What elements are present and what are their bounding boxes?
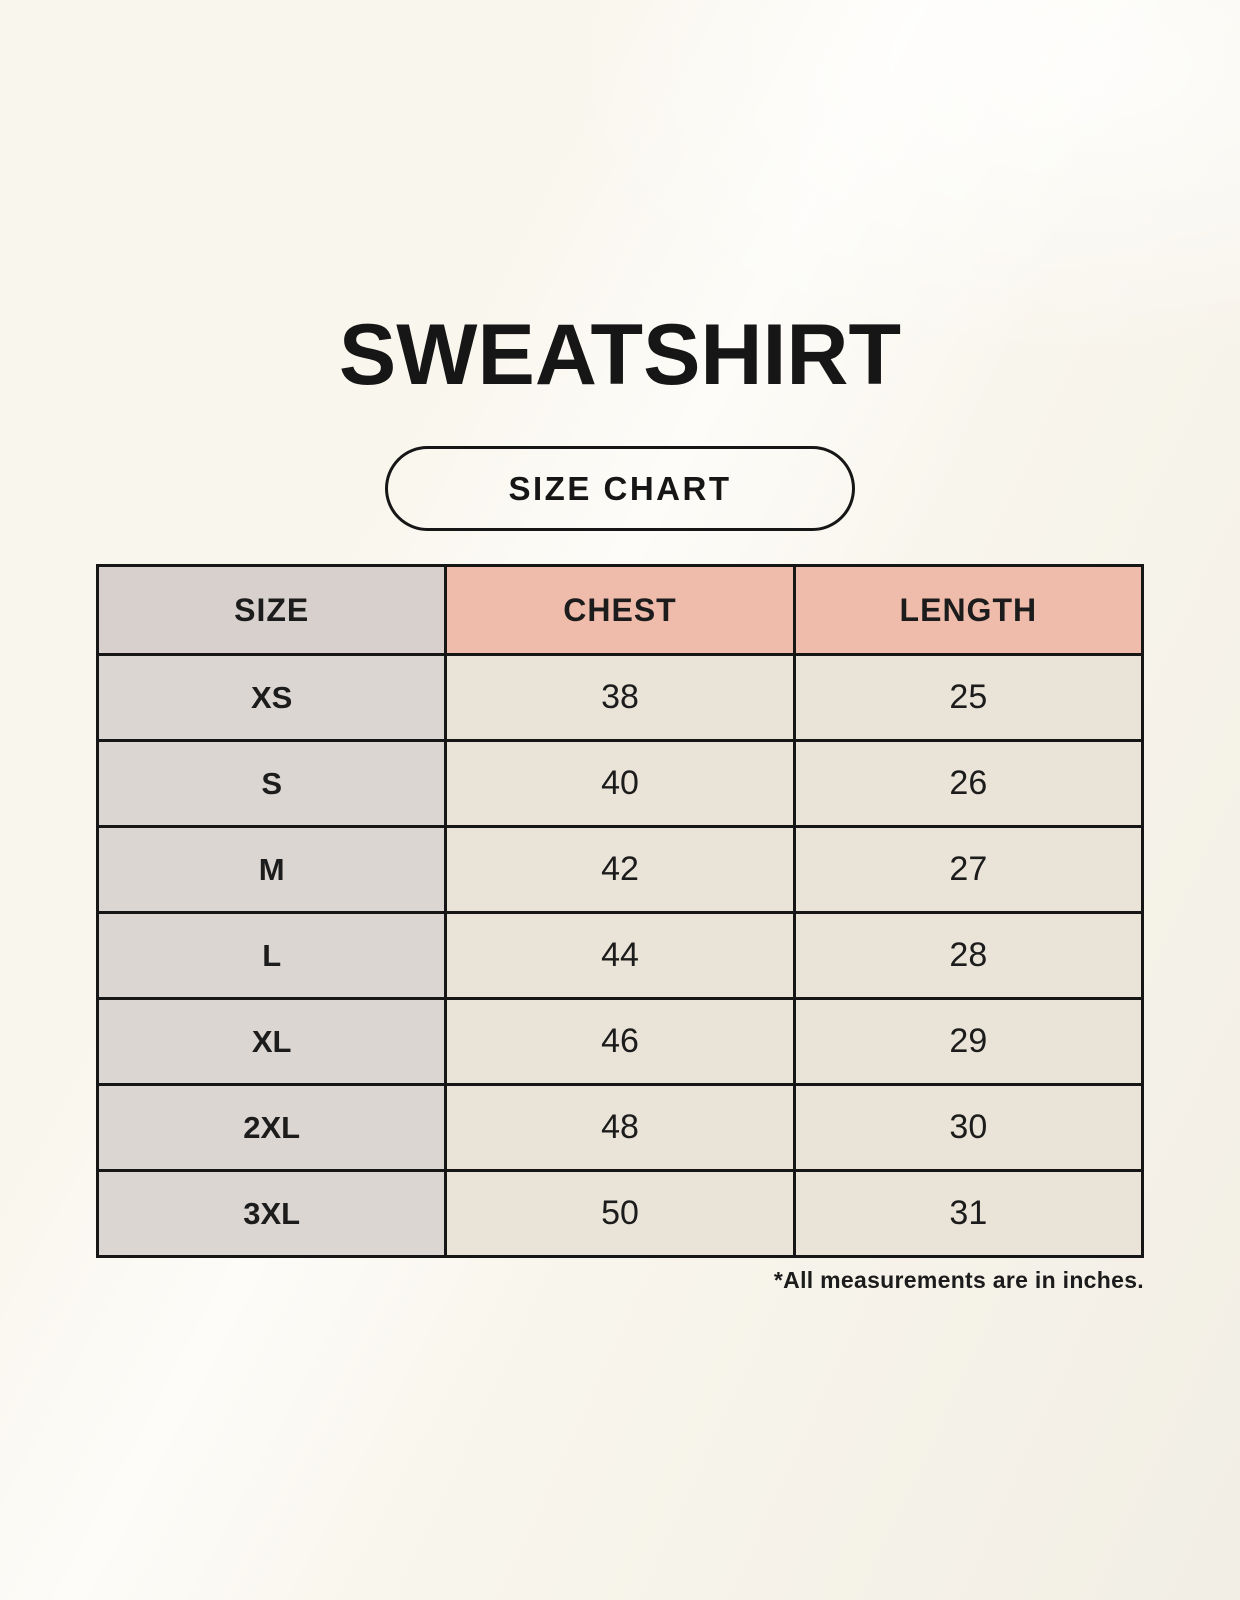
table-row: XS 38 25 bbox=[95, 653, 1145, 742]
size-cell: XS bbox=[95, 653, 448, 742]
size-cell: 2XL bbox=[95, 1083, 448, 1172]
measurements-note: *All measurements are in inches. bbox=[773, 1267, 1144, 1293]
table-row: XL 46 29 bbox=[95, 997, 1145, 1086]
size-chart-badge-label: SIZE CHART bbox=[508, 469, 732, 507]
size-table: SIZE CHEST LENGTH XS 38 25 S 40 26 M 42 … bbox=[95, 564, 1145, 1258]
table-header-row: SIZE CHEST LENGTH bbox=[95, 564, 1145, 656]
chest-value-cell: 46 bbox=[444, 997, 796, 1086]
length-value-cell: 27 bbox=[792, 825, 1145, 914]
chest-value-cell: 48 bbox=[444, 1083, 796, 1172]
column-header-size: SIZE bbox=[95, 564, 448, 656]
chest-value-cell: 50 bbox=[444, 1169, 796, 1258]
chest-value-cell: 40 bbox=[444, 739, 796, 828]
size-chart-badge: SIZE CHART bbox=[385, 446, 855, 531]
chest-value-cell: 42 bbox=[444, 825, 796, 914]
table-row: 2XL 48 30 bbox=[95, 1083, 1145, 1172]
table-row: 3XL 50 31 bbox=[95, 1169, 1145, 1258]
length-value-cell: 30 bbox=[792, 1083, 1145, 1172]
page-title: SWEATSHIRT bbox=[338, 307, 902, 403]
size-cell: L bbox=[95, 911, 448, 1000]
size-cell: S bbox=[95, 739, 448, 828]
table-row: M 42 27 bbox=[95, 825, 1145, 914]
chest-value-cell: 38 bbox=[444, 653, 796, 742]
size-cell: 3XL bbox=[95, 1169, 448, 1258]
chest-value-cell: 44 bbox=[444, 911, 796, 1000]
length-value-cell: 26 bbox=[792, 739, 1145, 828]
length-value-cell: 31 bbox=[792, 1169, 1145, 1258]
table-row: L 44 28 bbox=[95, 911, 1145, 1000]
column-header-length: LENGTH bbox=[792, 564, 1145, 656]
length-value-cell: 25 bbox=[792, 653, 1145, 742]
length-value-cell: 29 bbox=[792, 997, 1145, 1086]
size-cell: XL bbox=[95, 997, 448, 1086]
length-value-cell: 28 bbox=[792, 911, 1145, 1000]
size-cell: M bbox=[95, 825, 448, 914]
column-header-chest: CHEST bbox=[444, 564, 796, 656]
table-row: S 40 26 bbox=[95, 739, 1145, 828]
